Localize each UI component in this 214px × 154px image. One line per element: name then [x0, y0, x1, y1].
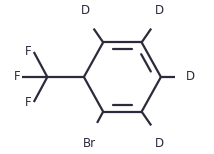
Text: D: D: [186, 71, 195, 83]
Text: D: D: [155, 4, 163, 17]
Text: F: F: [14, 71, 20, 83]
Text: D: D: [155, 137, 163, 150]
Text: F: F: [25, 95, 32, 109]
Text: Br: Br: [83, 137, 96, 150]
Text: D: D: [81, 4, 90, 17]
Text: F: F: [25, 45, 32, 59]
